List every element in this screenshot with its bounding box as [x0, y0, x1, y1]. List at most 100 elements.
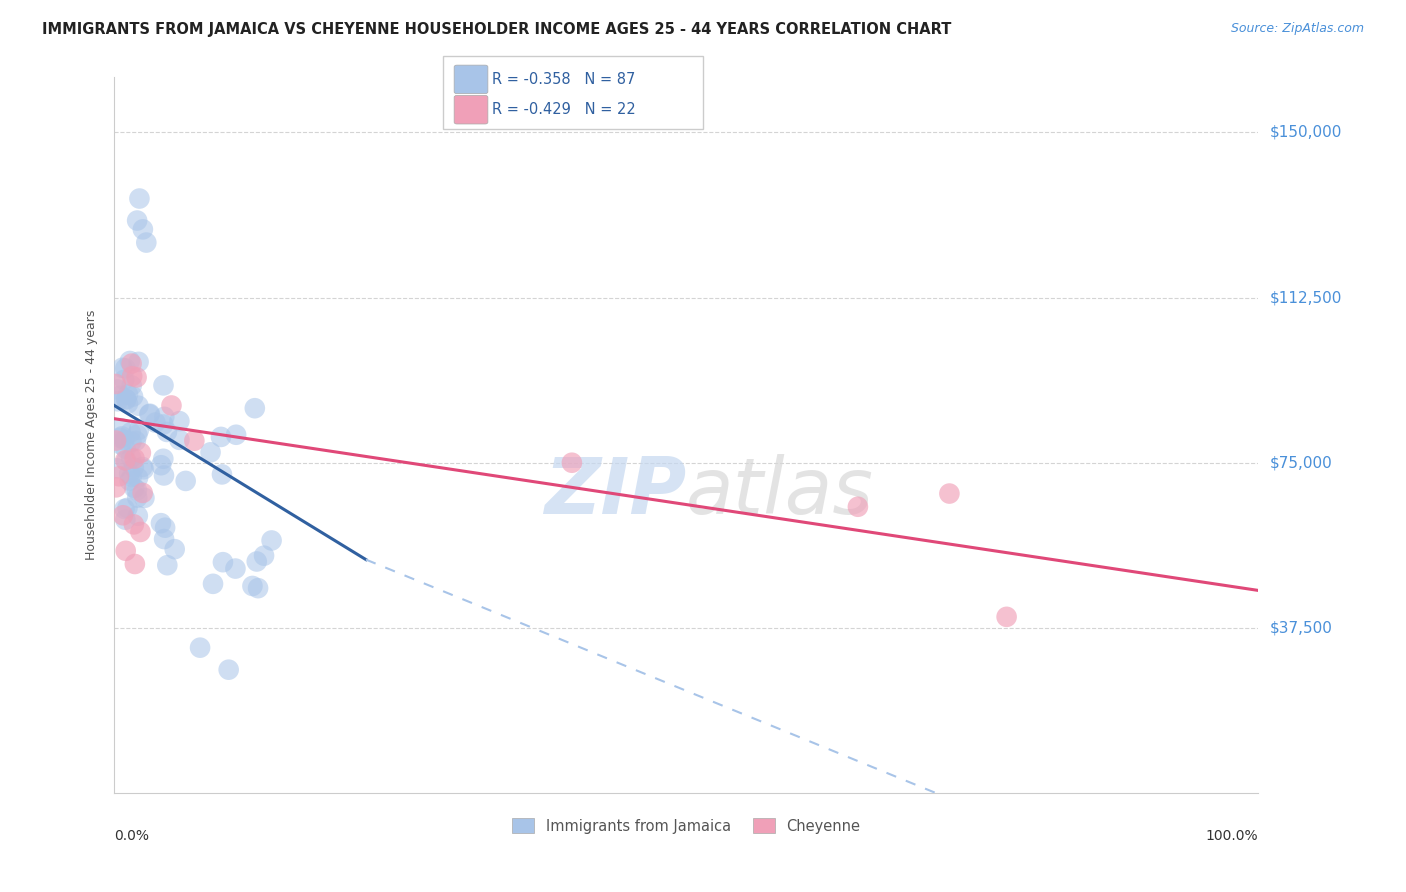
- Point: [153, 521, 176, 535]
- Point: [156, 425, 179, 439]
- Point: [114, 543, 136, 558]
- Point: [156, 558, 179, 573]
- Point: [105, 434, 128, 448]
- Point: [212, 555, 235, 569]
- Point: [183, 434, 205, 448]
- Point: [118, 474, 141, 488]
- Point: [122, 517, 145, 532]
- Point: [120, 425, 142, 440]
- Point: [117, 500, 139, 515]
- Point: [149, 516, 172, 531]
- Text: $150,000: $150,000: [1270, 125, 1341, 140]
- Text: IMMIGRANTS FROM JAMAICA VS CHEYENNE HOUSEHOLDER INCOME AGES 25 - 44 YEARS CORREL: IMMIGRANTS FROM JAMAICA VS CHEYENNE HOUS…: [42, 22, 952, 37]
- Point: [224, 561, 246, 575]
- Point: [129, 446, 152, 460]
- Text: Source: ZipAtlas.com: Source: ZipAtlas.com: [1230, 22, 1364, 36]
- Point: [107, 394, 129, 409]
- Point: [110, 437, 132, 451]
- Text: 0.0%: 0.0%: [114, 829, 149, 843]
- Point: [561, 456, 583, 470]
- Point: [115, 454, 138, 468]
- Point: [114, 453, 136, 467]
- Point: [938, 486, 960, 500]
- Point: [124, 557, 146, 571]
- Point: [127, 471, 149, 485]
- Point: [174, 474, 197, 488]
- Point: [153, 409, 176, 424]
- Point: [160, 399, 183, 413]
- Point: [127, 399, 149, 413]
- Point: [246, 554, 269, 568]
- Point: [110, 431, 132, 445]
- Point: [169, 433, 191, 447]
- Point: [114, 513, 136, 527]
- Point: [163, 542, 186, 557]
- Point: [243, 401, 266, 416]
- Point: [995, 610, 1018, 624]
- Point: [112, 373, 135, 387]
- Point: [111, 429, 134, 443]
- Point: [117, 396, 139, 410]
- Point: [110, 421, 132, 435]
- Point: [135, 235, 157, 250]
- Point: [125, 483, 148, 498]
- Point: [127, 427, 149, 442]
- Point: [118, 354, 141, 368]
- Point: [152, 378, 174, 392]
- Point: [152, 451, 174, 466]
- Point: [132, 462, 155, 476]
- Point: [122, 460, 145, 475]
- Text: 100.0%: 100.0%: [1206, 829, 1258, 843]
- Point: [139, 407, 162, 421]
- Point: [132, 222, 155, 236]
- Text: $75,000: $75,000: [1270, 455, 1331, 470]
- Point: [138, 407, 160, 421]
- Point: [188, 640, 211, 655]
- Point: [153, 468, 176, 483]
- Point: [121, 369, 143, 384]
- Point: [115, 392, 138, 407]
- Point: [218, 663, 240, 677]
- Point: [125, 434, 148, 448]
- Point: [117, 387, 139, 401]
- Text: R = -0.429   N = 22: R = -0.429 N = 22: [492, 103, 636, 117]
- Point: [122, 481, 145, 495]
- Point: [105, 461, 128, 475]
- Y-axis label: Householder Income Ages 25 - 44 years: Householder Income Ages 25 - 44 years: [86, 310, 98, 560]
- Point: [145, 416, 167, 430]
- Point: [202, 577, 225, 591]
- Point: [104, 376, 127, 391]
- Point: [114, 361, 136, 376]
- Point: [127, 491, 149, 505]
- Point: [105, 480, 128, 494]
- Point: [114, 442, 136, 456]
- Point: [114, 502, 136, 516]
- Point: [247, 581, 270, 595]
- Point: [131, 486, 153, 500]
- Point: [209, 430, 232, 444]
- Point: [118, 467, 141, 481]
- Point: [121, 434, 143, 449]
- Point: [211, 467, 233, 482]
- Point: [200, 445, 222, 459]
- Point: [128, 355, 150, 369]
- Point: [260, 533, 283, 548]
- Point: [111, 360, 134, 375]
- Legend: Immigrants from Jamaica, Cheyenne: Immigrants from Jamaica, Cheyenne: [506, 813, 866, 839]
- Text: $112,500: $112,500: [1270, 290, 1341, 305]
- Point: [122, 390, 145, 404]
- Point: [127, 213, 149, 227]
- Point: [105, 383, 128, 397]
- Point: [115, 392, 138, 406]
- Point: [112, 508, 135, 523]
- Point: [127, 508, 149, 523]
- Point: [124, 451, 146, 466]
- Point: [128, 423, 150, 437]
- Text: R = -0.358   N = 87: R = -0.358 N = 87: [492, 72, 636, 87]
- Point: [153, 532, 176, 546]
- Point: [131, 460, 153, 475]
- Point: [121, 378, 143, 392]
- Point: [169, 414, 191, 428]
- Point: [121, 470, 143, 484]
- Point: [253, 549, 276, 563]
